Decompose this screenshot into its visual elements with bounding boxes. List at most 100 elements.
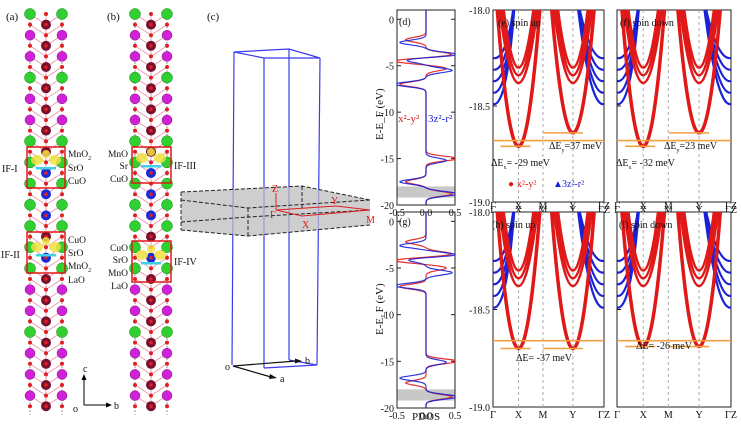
layer-label: CuO	[110, 244, 128, 254]
x-tick-label-top: ΓZ	[725, 201, 737, 212]
annotation-dex-e: ΔEx= -29 meV	[491, 158, 551, 171]
bond	[150, 342, 168, 354]
bond	[134, 130, 152, 142]
panel-label-d: (d)	[399, 17, 411, 28]
o-atom	[28, 171, 32, 175]
band-3z2r2	[493, 212, 515, 286]
charge-density	[36, 167, 56, 170]
o-atom	[44, 12, 48, 16]
la-atom	[129, 29, 141, 41]
o-atom	[165, 277, 169, 281]
x-tick-label-top: Y	[695, 201, 702, 212]
bond	[150, 66, 168, 78]
sr-atom	[56, 220, 68, 232]
svg-text:MnO2: MnO2	[68, 262, 91, 274]
o-atom	[44, 245, 48, 250]
la-atom	[161, 93, 173, 105]
o-atom	[149, 12, 153, 16]
la-atom	[24, 93, 36, 105]
legend-marker-blue: ▲	[553, 179, 563, 190]
bond	[134, 66, 152, 78]
o-atom	[149, 139, 153, 144]
o-atom	[60, 86, 64, 91]
axis-origin-o: o	[225, 362, 230, 373]
bond	[134, 363, 152, 375]
band-x2y2	[681, 10, 718, 77]
x-tick-label: M	[538, 410, 547, 421]
bond	[29, 130, 47, 142]
legend-label-x2y2: x²-y²	[398, 113, 420, 125]
la-atom	[129, 284, 141, 295]
interface-box-if-i	[26, 146, 66, 189]
x-tick-label: M	[538, 205, 547, 216]
o-atom	[44, 266, 48, 271]
layer-sub: 2	[88, 156, 91, 162]
la-atom	[24, 305, 36, 317]
charge-density	[136, 250, 148, 260]
charge-density	[154, 250, 166, 260]
band-lines	[493, 212, 604, 350]
o-atom	[44, 340, 48, 345]
sr-atom	[56, 199, 68, 211]
o-atom	[44, 372, 48, 377]
o-atom	[165, 149, 169, 154]
sr-atom	[161, 199, 173, 211]
x-tick-label-top: Y	[569, 201, 576, 212]
o-atom	[149, 107, 153, 112]
layer-label: SrO	[113, 256, 128, 266]
layer-label: MnO	[108, 150, 128, 160]
y-tick-label: -18.0	[469, 208, 490, 219]
o-atom	[60, 319, 64, 324]
annotation-dey-f: ΔEy=23 meV	[664, 141, 718, 154]
y-tick-label: -18.5	[469, 102, 490, 113]
o-atom	[133, 340, 137, 345]
o-atom	[44, 128, 48, 133]
bond	[45, 215, 63, 227]
x-tick-label: M	[664, 205, 673, 216]
o-atom	[28, 298, 32, 303]
bond	[150, 321, 168, 333]
panel-label-g: (g)	[399, 217, 411, 228]
charge-density	[136, 153, 148, 163]
annot-sub: y	[677, 148, 680, 154]
la-atom	[129, 51, 141, 62]
o-atom	[44, 362, 48, 366]
bond	[134, 299, 152, 312]
o-atom	[165, 255, 169, 260]
charge-density	[31, 242, 43, 252]
o-atom	[44, 65, 48, 69]
band-x2y2	[679, 212, 720, 288]
o-atom	[149, 393, 153, 398]
o-atom	[133, 319, 137, 324]
la-atom	[56, 93, 68, 105]
o-atom	[149, 372, 153, 377]
o-atom	[133, 298, 137, 303]
la-atom	[56, 284, 68, 295]
la-atom	[56, 390, 68, 401]
interface-box-if-iii	[131, 146, 172, 184]
y-axis-label-d: E-E_F (eV)	[374, 88, 386, 140]
o-atom	[28, 86, 32, 91]
o-atom	[44, 96, 48, 101]
bond	[29, 384, 47, 396]
band-panel-e: -18.0 -18.5 -19.0Γ X M Y ΓZ	[469, 6, 610, 216]
bond	[134, 24, 152, 36]
o-atom	[44, 255, 48, 260]
layer-label: CuO	[68, 236, 86, 246]
band-x2y2	[502, 10, 535, 69]
o-atom	[60, 128, 64, 133]
y-tick-label: -18.0	[469, 6, 490, 17]
o-atom	[149, 192, 153, 196]
o-atom	[44, 160, 48, 165]
brillouin-zone-slab	[180, 185, 371, 237]
panel-label-h: (h) spin up	[492, 220, 535, 231]
band-x2y2	[623, 10, 664, 85]
o-atom	[149, 202, 153, 207]
o-atom	[44, 171, 48, 175]
o-atom	[149, 319, 153, 324]
axis-label-b: b	[305, 356, 310, 367]
sr-atom	[129, 220, 141, 232]
x-tick-label-top: M	[664, 201, 673, 212]
bz-label-z: Z	[272, 184, 278, 195]
o-atom	[28, 192, 32, 197]
